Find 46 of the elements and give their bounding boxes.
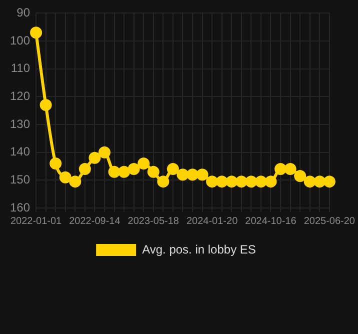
y-tick-label: 120 <box>10 89 30 103</box>
point <box>284 163 296 176</box>
y-tick-label: 140 <box>10 144 30 159</box>
point <box>138 157 150 170</box>
point <box>176 168 189 181</box>
point <box>216 176 228 188</box>
point <box>323 176 336 188</box>
point <box>88 152 101 164</box>
x-tick-label: 2024-10-16 <box>245 216 297 227</box>
y-tick-label: 90 <box>16 6 30 20</box>
point <box>206 176 218 188</box>
x-tick-label: 2022-09-14 <box>69 216 121 227</box>
point <box>186 168 199 181</box>
y-tick-label: 130 <box>10 116 30 131</box>
point <box>40 99 52 112</box>
point <box>314 176 326 188</box>
point <box>166 163 179 176</box>
point <box>274 163 287 176</box>
point <box>69 176 82 188</box>
point <box>50 157 62 170</box>
point <box>30 26 42 39</box>
point <box>128 163 140 176</box>
point <box>78 163 91 176</box>
point <box>254 176 267 188</box>
legend-label: Avg. pos. in lobby ES <box>142 242 256 256</box>
y-tick-label: 160 <box>10 200 30 214</box>
point <box>196 168 208 181</box>
point <box>304 176 316 188</box>
y-tick-label: 100 <box>10 33 30 48</box>
point <box>226 176 238 188</box>
point <box>147 166 160 178</box>
point <box>98 146 110 158</box>
point <box>264 176 277 188</box>
y-tick-label: 150 <box>10 172 30 186</box>
point <box>59 171 72 184</box>
point <box>157 176 170 188</box>
y-tick-label: 110 <box>10 61 30 76</box>
x-tick-label: 2024-01-20 <box>186 216 238 227</box>
point <box>108 166 120 178</box>
point <box>118 166 130 178</box>
point <box>245 176 258 188</box>
x-tick-label: 2025-06-20 <box>304 216 356 227</box>
x-tick-label: 2022-01-01 <box>10 216 62 227</box>
x-tick-label: 2023-05-18 <box>128 216 180 227</box>
point <box>294 170 306 182</box>
point <box>235 176 248 188</box>
